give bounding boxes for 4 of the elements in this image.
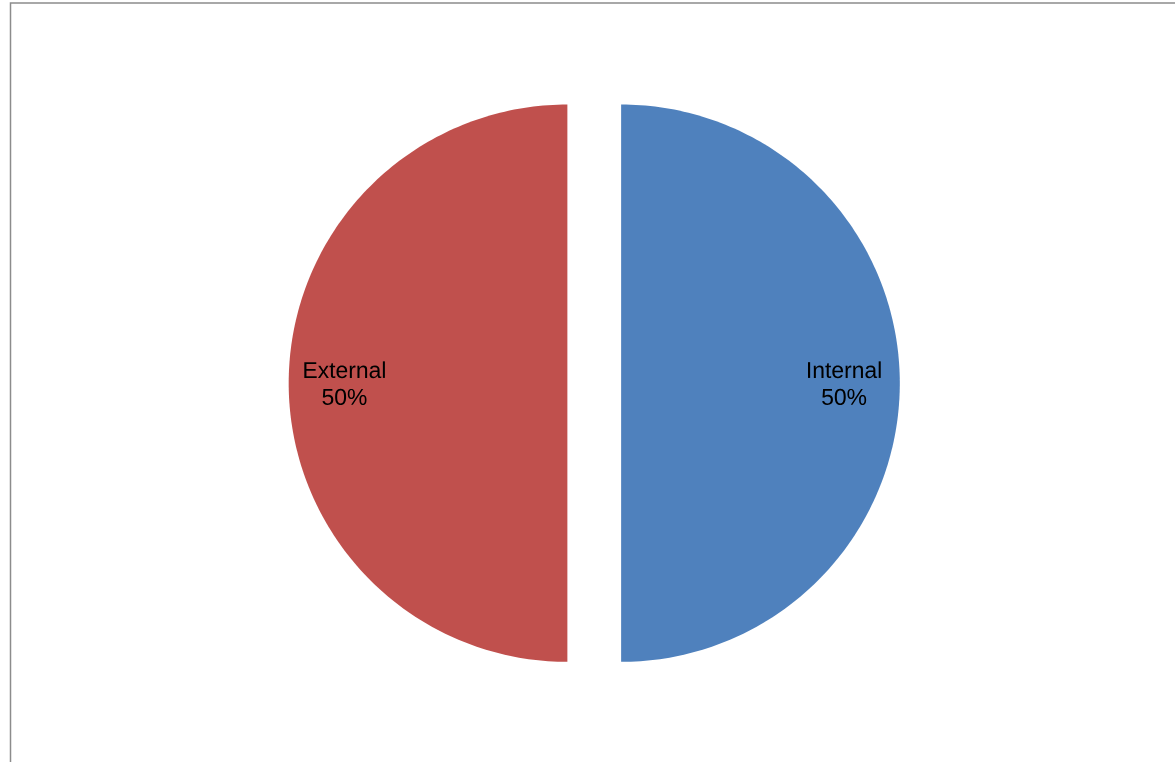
data-label: 50% <box>822 388 867 405</box>
data-label: 50% <box>322 388 367 405</box>
slice-label: External <box>304 361 385 378</box>
slice-label: Internal <box>808 361 881 378</box>
